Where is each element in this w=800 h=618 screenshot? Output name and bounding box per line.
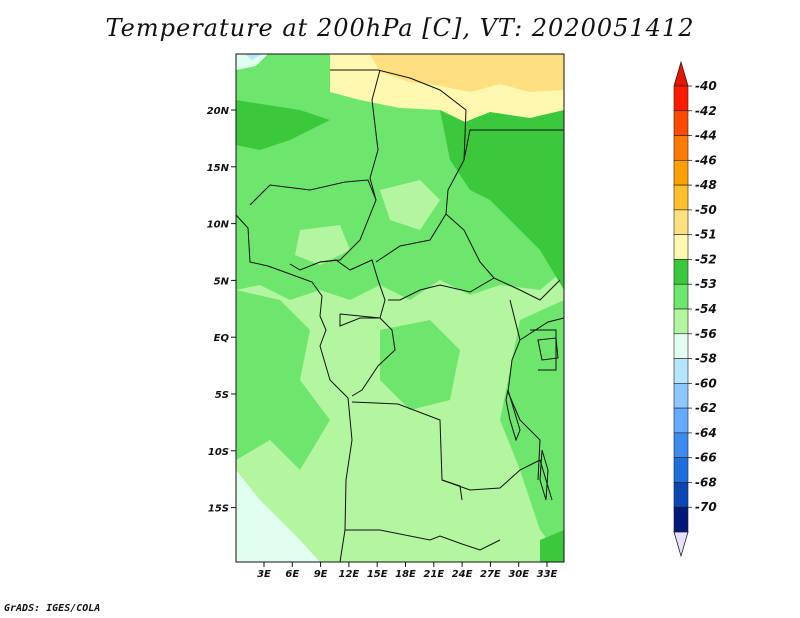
lon-tick-label: 27E	[480, 569, 501, 580]
border-niger-chad	[369, 69, 381, 201]
colorbar-swatch	[673, 407, 689, 434]
border-cameroon	[319, 259, 386, 319]
temperature-field-52-53-center	[380, 320, 460, 410]
coastline-west	[236, 214, 353, 562]
lat-tick-label: 10N	[207, 220, 230, 231]
colorbar-label: -53	[695, 277, 717, 291]
lat-tick-label: 5S	[215, 390, 229, 401]
border-angola-south	[345, 529, 501, 551]
colorbar-swatch	[673, 457, 689, 483]
temperature-field-51-52-ne	[440, 90, 564, 290]
colorbar-swatch	[673, 482, 689, 508]
border-congo	[339, 314, 396, 397]
border-uganda	[530, 329, 557, 371]
colorbar-label: -56	[695, 327, 717, 341]
colorbar-swatch	[673, 110, 689, 136]
grads-credit: GrADS: IGES/COLA	[4, 603, 101, 614]
lon-tick-label: 6E	[285, 569, 299, 580]
border-car	[375, 213, 495, 301]
colorbar-swatch	[673, 308, 689, 335]
border-tanzania	[519, 317, 564, 341]
lat-tick-label: EQ	[214, 333, 230, 344]
temperature-field-53-54-patch-1	[380, 180, 440, 230]
colorbar-label: -44	[695, 129, 717, 143]
country-borders	[236, 69, 564, 562]
lat-tick-label: 10S	[208, 447, 229, 458]
colorbar-swatch	[673, 432, 689, 458]
colorbar: -40 -42 -44 -46 -48 -50 -51 -52 -53 -54 -56 -58 -60 -…	[673, 60, 717, 558]
colorbar-label: -54	[695, 302, 717, 316]
colorbar-label: -42	[695, 104, 717, 118]
border-sudan	[445, 129, 564, 215]
colorbar-label: -64	[695, 426, 717, 440]
lon-tick-label: 9E	[314, 569, 328, 580]
colorbar-swatch	[673, 358, 689, 384]
lon-tick-label: 24E	[452, 569, 473, 580]
lon-tick-label: 3E	[257, 569, 271, 580]
colorbar-label: -62	[695, 401, 717, 415]
border-zambia	[441, 459, 553, 501]
colorbar-swatch	[673, 85, 689, 112]
colorbar-swatch	[673, 135, 689, 161]
colorbar-label: -52	[695, 252, 717, 266]
colorbar-swatch	[673, 160, 689, 186]
colorbar-bottom-arrow	[673, 531, 689, 558]
temperature-field-52-53-east	[500, 300, 564, 560]
temperature-field-54-56-nw	[236, 54, 268, 70]
colorbar-swatch	[673, 333, 689, 359]
lon-tick-label: 30E	[508, 569, 529, 580]
colorbar-label: -58	[695, 352, 717, 366]
map-frame	[235, 53, 565, 563]
colorbar-label: -60	[695, 376, 717, 390]
border-nigeria	[249, 179, 377, 271]
lake-victoria	[537, 337, 559, 361]
colorbar-label: -68	[695, 475, 717, 489]
latitude-axis: 20N 15N 10N 5N EQ 5S 10S 15S	[207, 106, 236, 515]
colorbar-swatch	[673, 506, 689, 533]
colorbar-swatch	[673, 283, 689, 310]
border-sahara	[330, 69, 467, 161]
temperature-field-51-52-nw	[236, 100, 330, 150]
lon-tick-label: 18E	[395, 569, 416, 580]
longitude-axis: 3E 6E 9E 12E 15E 18E 21E 24E 27E 30E 33E	[257, 562, 558, 580]
colorbar-top-arrow	[673, 60, 689, 87]
lon-tick-label: 15E	[367, 569, 388, 580]
colorbar-label: -70	[695, 500, 717, 514]
lake-tanganyika	[505, 389, 521, 442]
colorbar-label: -40	[695, 79, 717, 93]
colorbar-swatch	[673, 383, 689, 409]
border-south-sudan	[493, 277, 561, 301]
lon-tick-label: 33E	[537, 569, 558, 580]
colorbar-label: -50	[695, 203, 717, 217]
colorbar-swatch	[673, 259, 689, 285]
colorbar-label: -66	[695, 451, 717, 465]
lat-tick-label: 15S	[208, 504, 229, 515]
colorbar-label: -51	[695, 228, 717, 242]
colorbar-swatch	[673, 184, 689, 211]
lat-tick-label: 20N	[207, 106, 230, 117]
temperature-field-51-52-se	[540, 530, 564, 562]
colorbar-label: -46	[695, 153, 717, 167]
lake-malawi	[539, 449, 549, 501]
colorbar-swatch	[673, 209, 689, 235]
border-angola-north	[351, 401, 463, 501]
temperature-field-56-58-nw	[245, 54, 262, 60]
map-panel	[236, 54, 564, 562]
lat-tick-label: 5N	[214, 276, 230, 287]
map-title: Temperature at 200hPa [C], VT: 202005141…	[105, 14, 695, 42]
lat-tick-label: 15N	[207, 163, 230, 174]
colorbar-swatch	[673, 234, 689, 260]
temperature-field-52-53-west	[236, 290, 330, 470]
temperature-field-53-54-patch-2	[295, 225, 350, 265]
temperature-field-48-50	[370, 54, 564, 92]
colorbar-label: -48	[695, 178, 717, 192]
lon-tick-label: 21E	[423, 569, 444, 580]
temperature-field-54-56-sw	[236, 470, 320, 562]
lon-tick-label: 12E	[339, 569, 360, 580]
